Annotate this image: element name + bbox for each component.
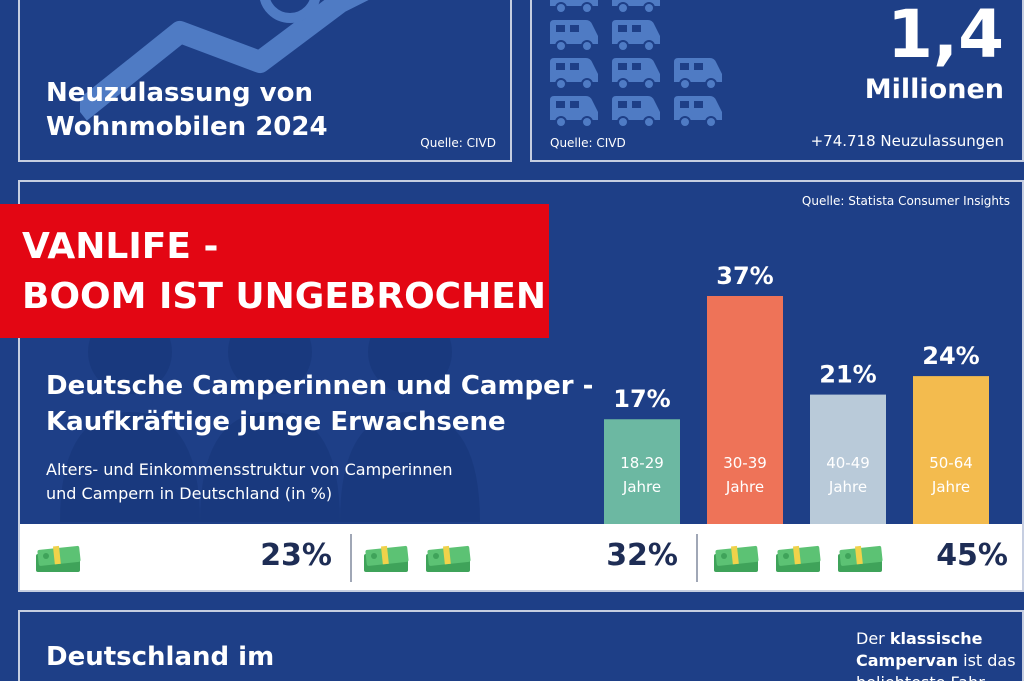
banner-line2: BOOM IST UNGEBROCHEN <box>22 276 546 317</box>
camper-description: Alters- und Einkommensstruktur von Campe… <box>46 458 486 506</box>
camper-van-icon <box>550 96 598 128</box>
age-bar-chart: 17% 18-29 Jahre 37% 30-39 Jahre 21% 40-49 Jahre 2… <box>604 262 989 524</box>
bar-50-64-jahre <box>913 376 989 524</box>
bar-category-label: Jahre <box>622 478 661 496</box>
camper-van-icon <box>612 0 660 14</box>
bar-18-29-jahre <box>604 419 680 524</box>
people-silhouette-icon <box>60 322 480 522</box>
count-panel: 1,4 Millionen Quelle: CIVD +74.718 Neuzu… <box>530 0 1024 162</box>
note-text-1: Der <box>856 629 890 648</box>
note-text-2: ist das <box>958 651 1016 670</box>
money-stack-icon <box>776 545 821 572</box>
bar-category-label: 40-49 <box>826 454 870 472</box>
camper-source: Quelle: Statista Consumer Insights <box>801 194 1010 208</box>
income-segment-3: 45% <box>698 524 1022 590</box>
note-bold-1: klassische <box>889 629 983 648</box>
bar-category-label: Jahre <box>828 478 867 496</box>
registrations-panel: Neuzulassung von Wohnmobilen 2024 Quelle… <box>18 0 512 162</box>
camper-title: Deutsche Camperinnen und Camper - Kaufkr… <box>46 368 606 440</box>
camper-van-icon <box>612 20 660 52</box>
income-segment-1: 23% <box>20 524 350 590</box>
money-stack-icon <box>426 545 471 572</box>
money-stack-icon <box>36 545 81 572</box>
registrations-title-line2: Wohnmobilen 2024 <box>46 112 328 142</box>
camper-van-icon <box>674 58 722 90</box>
registrations-title: Neuzulassung von Wohnmobilen 2024 <box>46 76 366 144</box>
money-stack-icon <box>714 545 759 572</box>
camper-title-line2: Kaufkräftige junge Erwachsene <box>46 407 506 437</box>
big-number-unit: Millionen <box>864 74 1004 105</box>
bar-category-label: Jahre <box>725 478 764 496</box>
money-stack-icon <box>364 545 409 572</box>
trend-arrow-icon <box>80 0 369 121</box>
camper-van-icon <box>550 58 598 90</box>
bar-category-label: 30-39 <box>723 454 767 472</box>
bar-30-39-jahre <box>707 296 783 524</box>
camper-description-line1: Alters- und Einkommensstruktur von Campe… <box>46 460 453 479</box>
headline-banner: VANLIFE - BOOM IST UNGEBROCHEN <box>0 204 549 338</box>
registrations-source: Quelle: CIVD <box>420 136 496 150</box>
income-value-3: 45% <box>936 538 1008 573</box>
camper-van-icon <box>612 58 660 90</box>
camper-van-icon <box>612 96 660 128</box>
bar-value-label: 21% <box>819 361 876 389</box>
income-divider-2 <box>696 534 698 582</box>
bar-value-label: 37% <box>716 262 773 290</box>
income-band: 23% 32% 45% <box>20 524 1022 590</box>
camper-title-line1: Deutsche Camperinnen und Camper - <box>46 371 594 401</box>
germany-panel: Deutschland im Der klassische Campervan … <box>18 610 1024 681</box>
germany-note: Der klassische Campervan ist das beliebt… <box>856 628 1016 681</box>
registrations-title-line1: Neuzulassung von <box>46 78 313 108</box>
income-divider-1 <box>350 534 352 582</box>
germany-title: Deutschland im <box>46 642 275 672</box>
camper-van-icon <box>674 96 722 128</box>
registrations-subtext: +74.718 Neuzulassungen <box>810 132 1004 150</box>
income-segment-2: 32% <box>352 524 696 590</box>
bar-value-label: 17% <box>613 385 670 413</box>
bar-40-49-jahre <box>810 394 886 524</box>
bar-category-label: Jahre <box>931 478 970 496</box>
count-source: Quelle: CIVD <box>550 136 626 150</box>
bar-category-label: 50-64 <box>929 454 973 472</box>
money-stack-icon <box>838 545 883 572</box>
banner-line1: VANLIFE - <box>22 226 219 267</box>
bar-category-label: 18-29 <box>620 454 664 472</box>
camper-van-icon <box>550 0 598 14</box>
bar-value-label: 24% <box>922 342 979 370</box>
camper-van-icon <box>550 20 598 52</box>
income-value-1: 23% <box>260 538 332 573</box>
income-value-2: 32% <box>606 538 678 573</box>
camper-description-line2: und Campern in Deutschland (in %) <box>46 484 333 503</box>
note-bold-2: Campervan <box>856 651 959 670</box>
note-text-3: beliebteste Fahr- <box>856 672 1016 681</box>
big-number: 1,4 <box>887 0 1004 73</box>
